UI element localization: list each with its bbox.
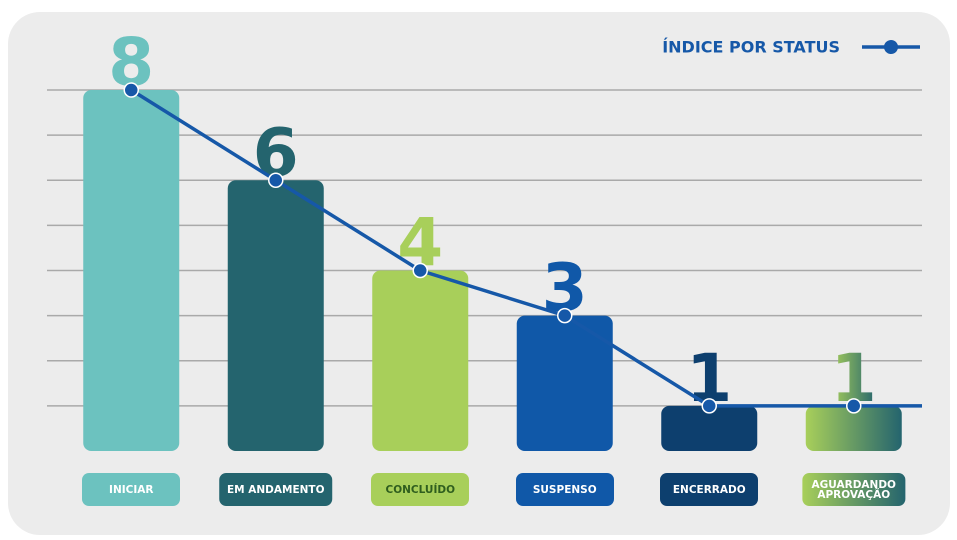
category-label: CONCLUÍDO	[371, 473, 470, 506]
legend-marker	[884, 40, 898, 54]
line-point	[412, 262, 428, 279]
bar	[516, 315, 613, 451]
bar	[661, 405, 758, 451]
category-label: AGUARDANDO APROVAÇÃO	[802, 473, 906, 506]
category-label: ENCERRADO	[660, 473, 759, 506]
bar	[227, 180, 324, 451]
line-point	[701, 398, 717, 414]
line-point	[846, 398, 862, 414]
line-point	[268, 172, 284, 188]
line-point	[557, 307, 573, 324]
bar	[372, 270, 469, 451]
category-label: SUSPENSO	[515, 473, 614, 506]
bar	[805, 405, 902, 451]
category-label: INICIAR	[82, 473, 181, 506]
line-point	[123, 82, 139, 98]
line	[130, 88, 854, 408]
bar	[83, 90, 180, 451]
category-label: EM ANDAMENTO	[218, 473, 333, 506]
legend-label: ÍNDICE POR STATUS	[662, 38, 840, 57]
